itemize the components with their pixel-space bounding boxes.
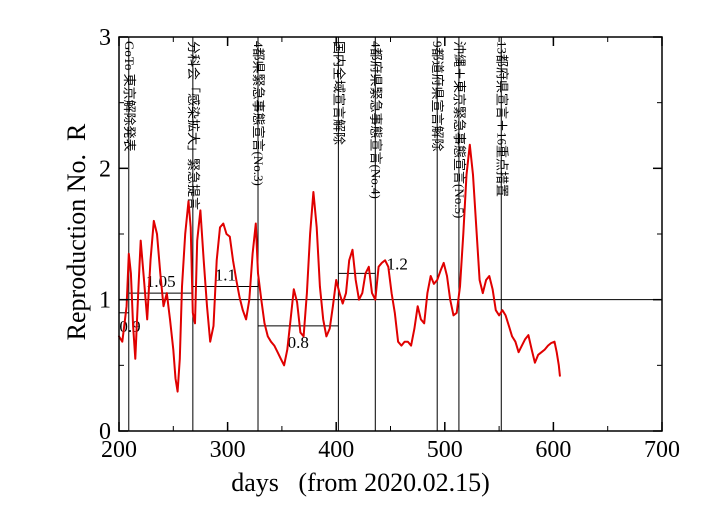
x-tick-label: 200 — [101, 437, 137, 463]
y-tick-label: 0 — [99, 419, 111, 445]
event-label: 沖縄＋東京緊急事態宣言(No.5) — [452, 41, 467, 218]
y-tick-label: 2 — [99, 156, 111, 182]
x-tick-label: 600 — [535, 437, 571, 463]
event-label: 国内全域宣言解除 — [331, 41, 346, 145]
level-label: 1.2 — [387, 254, 408, 273]
x-axis-title: days (from 2020.02.15) — [231, 468, 490, 497]
event-label: 4都県緊急事態宣言(No.3) — [251, 41, 266, 186]
level-label: 0.8 — [288, 333, 309, 352]
level-label: 1.1 — [215, 266, 236, 285]
event-label: 9都道府県宣言解除 — [430, 41, 445, 152]
event-label: GoTo 東京解除発表 — [122, 41, 137, 152]
ticks-layer: 200 300 400 500 600 700 0 1 2 3 — [99, 25, 680, 463]
event-label: 分科会「感染拡大」緊急提言 — [186, 41, 201, 210]
y-tick-label: 1 — [99, 288, 111, 314]
event-label: 4都府県緊急事態宣言(No.4) — [368, 41, 383, 199]
series-line — [118, 143, 561, 393]
y-tick-label: 3 — [99, 25, 111, 51]
series-layer — [118, 143, 561, 393]
x-tick-label: 300 — [210, 437, 246, 463]
x-tick-label: 500 — [427, 437, 463, 463]
event-label: 13都府県宣言＋16重点措置 — [494, 41, 509, 197]
x-tick-label: 400 — [318, 437, 354, 463]
x-tick-label: 700 — [644, 437, 680, 463]
event-lines-layer: GoTo 東京解除発表 分科会「感染拡大」緊急提言 4都県緊急事態宣言(No.3) 国… — [122, 37, 509, 431]
y-axis-title: Reproduction No. R — [62, 123, 91, 340]
